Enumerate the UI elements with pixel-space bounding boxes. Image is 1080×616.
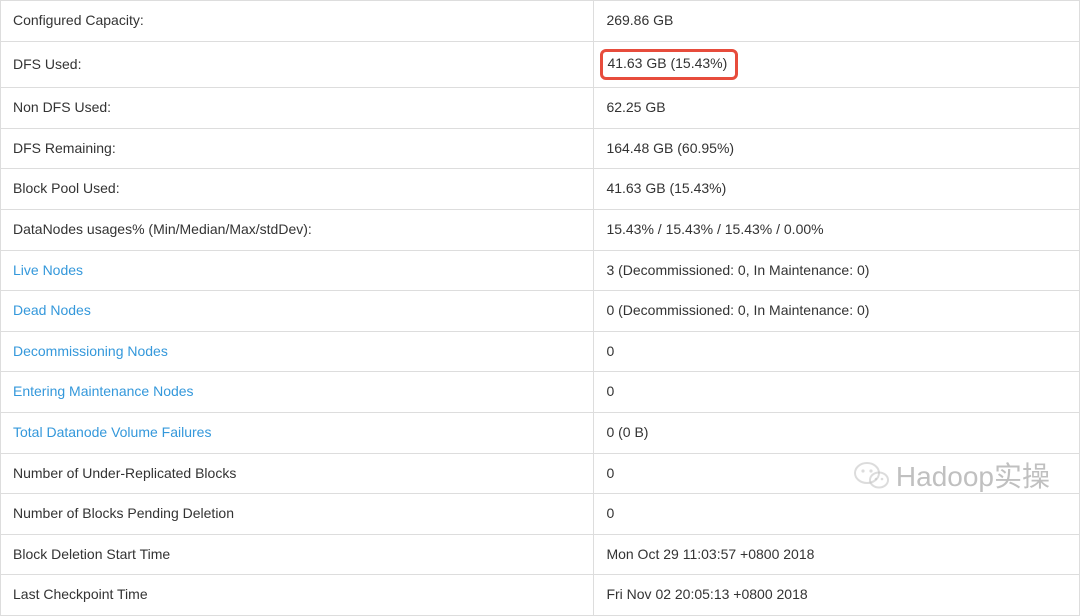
metric-value: 164.48 GB (60.95%) — [606, 140, 734, 156]
metric-value: 0 — [606, 465, 614, 481]
table-row: Block Deletion Start Time Mon Oct 29 11:0… — [1, 534, 1080, 575]
table-row: Entering Maintenance Nodes 0 — [1, 372, 1080, 413]
metric-link[interactable]: Decommissioning Nodes — [13, 343, 168, 359]
metric-label: Last Checkpoint Time — [13, 586, 148, 602]
metric-value: 269.86 GB — [606, 12, 673, 28]
metric-label: Number of Blocks Pending Deletion — [13, 505, 234, 521]
table-row: Live Nodes 3 (Decommissioned: 0, In Maint… — [1, 250, 1080, 291]
table-row: Decommissioning Nodes 0 — [1, 331, 1080, 372]
metric-value: 0 — [606, 383, 614, 399]
metric-label: Configured Capacity: — [13, 12, 144, 28]
metric-value: Fri Nov 02 20:05:13 +0800 2018 — [606, 586, 807, 602]
metric-link[interactable]: Live Nodes — [13, 262, 83, 278]
table-row: Number of Blocks Pending Deletion 0 — [1, 494, 1080, 535]
table-row: Dead Nodes 0 (Decommissioned: 0, In Maint… — [1, 291, 1080, 332]
metric-label: Number of Under-Replicated Blocks — [13, 465, 236, 481]
metric-value: 15.43% / 15.43% / 15.43% / 0.00% — [606, 221, 823, 237]
metric-value: 41.63 GB (15.43%) — [600, 49, 738, 81]
metric-value: Mon Oct 29 11:03:57 +0800 2018 — [606, 546, 814, 562]
metric-link[interactable]: Entering Maintenance Nodes — [13, 383, 194, 399]
table-row: DFS Remaining: 164.48 GB (60.95%) — [1, 128, 1080, 169]
metric-label: Non DFS Used: — [13, 99, 111, 115]
metric-value: 0 (0 B) — [606, 424, 648, 440]
metric-value: 41.63 GB (15.43%) — [606, 180, 726, 196]
metric-label: Block Pool Used: — [13, 180, 120, 196]
metric-link[interactable]: Total Datanode Volume Failures — [13, 424, 211, 440]
metric-value: 0 — [606, 343, 614, 359]
metric-label: DFS Remaining: — [13, 140, 116, 156]
table-row: Block Pool Used: 41.63 GB (15.43%) — [1, 169, 1080, 210]
summary-table: Configured Capacity: 269.86 GB DFS Used: 41… — [0, 0, 1080, 616]
metric-value: 0 — [606, 505, 614, 521]
table-row: Configured Capacity: 269.86 GB — [1, 1, 1080, 42]
table-row: Non DFS Used: 62.25 GB — [1, 88, 1080, 129]
metric-label: DataNodes usages% (Min/Median/Max/stdDev… — [13, 221, 312, 237]
table-row: Number of Under-Replicated Blocks 0 — [1, 453, 1080, 494]
metric-value: 62.25 GB — [606, 99, 665, 115]
table-row: Last Checkpoint Time Fri Nov 02 20:05:13 … — [1, 575, 1080, 616]
table-row: DataNodes usages% (Min/Median/Max/stdDev… — [1, 209, 1080, 250]
metric-label: Block Deletion Start Time — [13, 546, 170, 562]
table-row: Total Datanode Volume Failures 0 (0 B) — [1, 412, 1080, 453]
metric-link[interactable]: Dead Nodes — [13, 302, 91, 318]
metric-value: 3 (Decommissioned: 0, In Maintenance: 0) — [606, 262, 869, 278]
metric-value: 0 (Decommissioned: 0, In Maintenance: 0) — [606, 302, 869, 318]
metric-label: DFS Used: — [13, 56, 81, 72]
table-row: DFS Used: 41.63 GB (15.43%) — [1, 41, 1080, 88]
